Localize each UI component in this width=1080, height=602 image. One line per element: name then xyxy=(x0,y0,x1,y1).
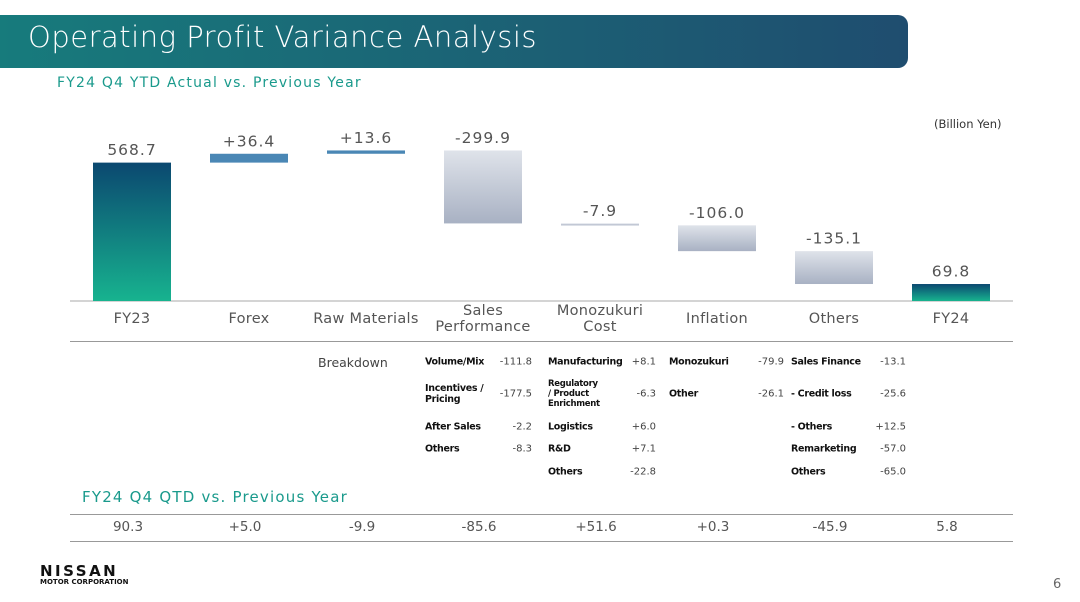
value-label: -106.0 xyxy=(689,204,745,222)
bar xyxy=(327,150,405,154)
brand: NISSAN xyxy=(40,562,119,580)
qtd-value: -9.9 xyxy=(348,519,376,535)
breakdown-item: Others xyxy=(548,466,583,478)
breakdown-value: -6.3 xyxy=(636,388,656,400)
breakdown-item: After Sales xyxy=(425,421,481,433)
category-label: FY23 xyxy=(113,311,151,327)
qtd-value: -45.9 xyxy=(812,519,848,535)
breakdown-item: Manufacturing xyxy=(548,356,623,368)
breakdown-value: -111.8 xyxy=(499,356,532,368)
category-label: Forex xyxy=(228,311,270,327)
breakdown-value: -13.1 xyxy=(880,356,906,368)
qtd-value: 5.8 xyxy=(936,519,958,535)
bar xyxy=(912,284,990,301)
breakdown-value: -25.6 xyxy=(880,388,906,400)
separator xyxy=(70,341,1013,342)
breakdown-item: Logistics xyxy=(548,421,593,433)
bar xyxy=(444,150,522,224)
slide-title: Operating Profit Variance Analysis xyxy=(28,20,538,54)
breakdown-value: -177.5 xyxy=(499,388,532,400)
value-label: +13.6 xyxy=(340,129,393,147)
bar xyxy=(210,153,288,163)
separator xyxy=(70,514,1013,515)
breakdown-value: +6.0 xyxy=(631,421,656,433)
header-band xyxy=(0,15,908,68)
breakdown-item: Incentives / Pricing xyxy=(425,383,484,405)
value-label: 69.8 xyxy=(932,263,971,281)
breakdown-value: -22.8 xyxy=(630,466,656,478)
value-label: -299.9 xyxy=(455,129,511,147)
breakdown-item: Sales Finance xyxy=(791,356,861,368)
value-label: -7.9 xyxy=(583,202,617,220)
breakdown-item: - Others xyxy=(791,421,833,433)
category-label: FY24 xyxy=(932,311,970,327)
breakdown-label: Breakdown xyxy=(318,355,388,370)
category-label: Others xyxy=(808,311,860,327)
breakdown-item: Others xyxy=(425,443,460,455)
value-label: 568.7 xyxy=(107,141,156,159)
breakdown-value: -65.0 xyxy=(880,466,906,478)
breakdown-item: Others xyxy=(791,466,826,478)
qtd-value: -85.6 xyxy=(461,519,497,535)
bar xyxy=(795,251,873,285)
breakdown-value: +12.5 xyxy=(875,421,906,433)
page-number: 6 xyxy=(1053,577,1062,592)
value-label: -135.1 xyxy=(806,230,862,248)
separator xyxy=(70,541,1013,542)
breakdown-item: Regulatory / Product Enrichment xyxy=(548,379,600,409)
category-label: Raw Materials xyxy=(313,311,419,327)
breakdown-value: -79.9 xyxy=(758,356,784,368)
breakdown-value: +8.1 xyxy=(631,356,656,368)
qtd-value: 90.3 xyxy=(112,519,144,535)
breakdown-item: Volume/Mix xyxy=(425,356,485,368)
unit-label: (Billion Yen) xyxy=(934,117,1002,131)
subtitle: FY24 Q4 YTD Actual vs. Previous Year xyxy=(57,75,362,91)
breakdown-item: R&D xyxy=(548,443,571,455)
value-label: +36.4 xyxy=(223,132,276,150)
category-label: Sales Performance xyxy=(435,303,531,335)
qtd-value: +5.0 xyxy=(228,519,262,535)
breakdown-item: Other xyxy=(669,388,699,400)
breakdown-value: -2.2 xyxy=(512,421,532,433)
breakdown-value: -26.1 xyxy=(758,388,784,400)
breakdown-item: Remarketing xyxy=(791,443,857,455)
breakdown-item: - Credit loss xyxy=(791,388,852,400)
qtd-title: FY24 Q4 QTD vs. Previous Year xyxy=(82,488,348,506)
qtd-value: +0.3 xyxy=(696,519,730,535)
breakdown-item: Monozukuri xyxy=(669,356,729,368)
bar xyxy=(561,223,639,226)
qtd-value: +51.6 xyxy=(575,519,617,535)
bar xyxy=(93,162,171,301)
breakdown-value: -8.3 xyxy=(512,443,532,455)
company: MOTOR CORPORATION xyxy=(40,578,129,586)
category-label: Inflation xyxy=(686,311,748,327)
bar xyxy=(678,225,756,252)
category-label: Monozukuri Cost xyxy=(556,303,644,335)
breakdown-value: +7.1 xyxy=(631,443,656,455)
breakdown-value: -57.0 xyxy=(880,443,906,455)
